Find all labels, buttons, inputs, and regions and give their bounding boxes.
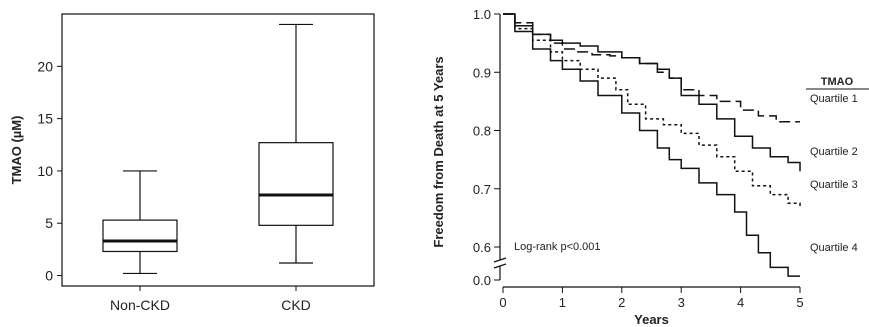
- series-label: Quartile 1: [810, 93, 858, 105]
- y-tick-label: 15: [37, 111, 53, 127]
- legend-title: TMAO: [821, 76, 854, 88]
- x-tick-label: 4: [737, 295, 744, 310]
- series-quartile-1: [503, 13, 800, 123]
- x-tick-label: CKD: [281, 297, 311, 313]
- series-quartile-4: [503, 13, 800, 277]
- axis-break-mark: [493, 263, 507, 269]
- series-label: Quartile 3: [810, 179, 858, 191]
- series-label: Quartile 2: [810, 146, 858, 158]
- y-tick-label: 0.0: [473, 273, 491, 288]
- survival-curve-chart: 0.0 0.6 0.7 0.8 0.9 1.0 0 1 2 3 4 5 Freedom from De…: [431, 7, 869, 327]
- y-axis-title: TMAO (µM): [9, 116, 24, 185]
- y-tick-label: 10: [37, 163, 53, 179]
- series-end-labels: Quartile 1 Quartile 2 Quartile 3 Quartile 4: [810, 93, 858, 254]
- x-axis: Non-CKD CKD: [110, 286, 311, 313]
- y-tick-label: 0.9: [473, 65, 491, 80]
- box-ckd: [258, 23, 334, 264]
- x-axis-title: Years: [634, 312, 669, 327]
- plot-frame: [61, 13, 375, 287]
- series-quartile-3: [503, 13, 801, 210]
- series-label: Quartile 4: [810, 242, 858, 254]
- y-tick-label: 0: [45, 268, 53, 284]
- y-axis: 0 5 10 15 20: [37, 58, 62, 284]
- iqr-box: [258, 142, 334, 226]
- x-tick-label: 1: [559, 295, 566, 310]
- y-tick-label: 1.0: [473, 7, 491, 22]
- axis-break-mark: [493, 257, 507, 263]
- x-tick-label: 0: [499, 295, 506, 310]
- iqr-box: [102, 219, 178, 253]
- survival-lines: [503, 13, 801, 277]
- box-non-ckd: [102, 170, 178, 275]
- y-tick-label: 5: [45, 215, 53, 231]
- series-quartile-2: [503, 13, 801, 172]
- x-tick-label: 3: [678, 295, 685, 310]
- x-tick-label: 2: [618, 295, 625, 310]
- boxes: [102, 23, 334, 275]
- x-tick-label: Non-CKD: [110, 297, 170, 313]
- y-tick-label: 0.8: [473, 124, 491, 139]
- y-tick-label: 0.6: [473, 240, 491, 255]
- axes: 0.0 0.6 0.7 0.8 0.9 1.0 0 1 2 3 4 5: [473, 7, 804, 310]
- y-tick-label: 0.7: [473, 182, 491, 197]
- log-rank-annotation: Log-rank p<0.001: [514, 241, 601, 253]
- y-axis-title: Freedom from Death at 5 Years: [431, 56, 446, 247]
- y-tick-label: 20: [37, 58, 53, 74]
- box-plot-chart: 0 5 10 15 20 Non-CKD CKD TMAO (µM): [9, 13, 375, 313]
- x-tick-label: 5: [796, 295, 803, 310]
